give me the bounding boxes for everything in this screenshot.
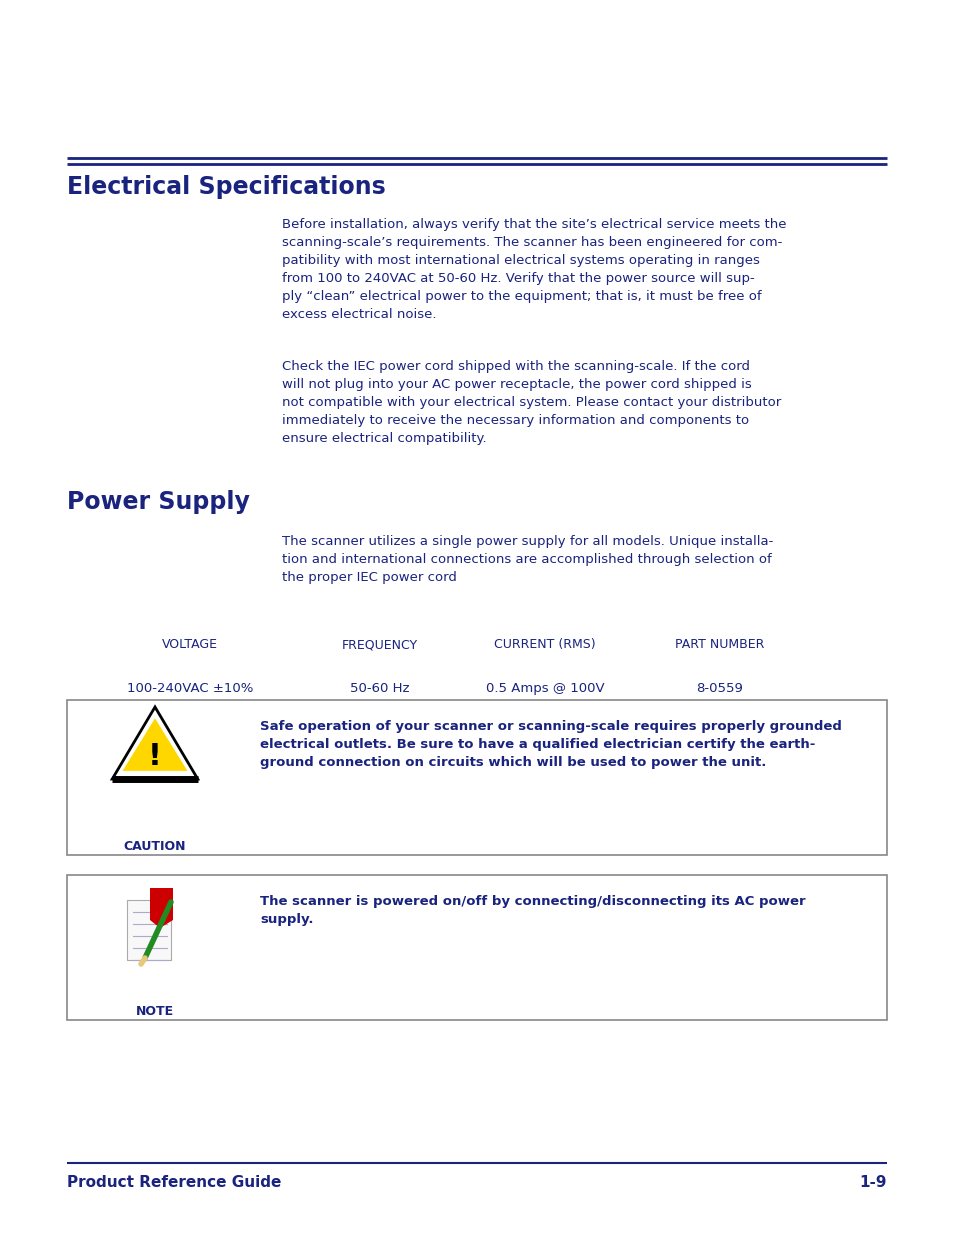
Text: Safe operation of your scanner or scanning-scale requires properly grounded
elec: Safe operation of your scanner or scanni… <box>260 720 841 769</box>
Text: PART NUMBER: PART NUMBER <box>675 638 764 651</box>
Text: VOLTAGE: VOLTAGE <box>162 638 218 651</box>
Text: Electrical Specifications: Electrical Specifications <box>67 175 385 199</box>
Bar <box>67 876 886 1020</box>
Polygon shape <box>150 888 172 927</box>
Text: The scanner is powered on/off by connecting/disconnecting its AC power
supply.: The scanner is powered on/off by connect… <box>260 895 804 926</box>
Polygon shape <box>112 706 197 779</box>
Text: NOTE: NOTE <box>135 1005 173 1018</box>
Text: 8-0559: 8-0559 <box>696 682 742 695</box>
Text: 100-240VAC ±10%: 100-240VAC ±10% <box>127 682 253 695</box>
Bar <box>67 700 886 855</box>
Text: FREQUENCY: FREQUENCY <box>341 638 417 651</box>
Text: Check the IEC power cord shipped with the scanning-scale. If the cord
will not p: Check the IEC power cord shipped with th… <box>282 359 781 445</box>
Text: The scanner utilizes a single power supply for all models. Unique installa-
tion: The scanner utilizes a single power supp… <box>282 535 773 584</box>
Text: Product Reference Guide: Product Reference Guide <box>67 1174 281 1191</box>
Text: !: ! <box>148 742 162 771</box>
Text: CAUTION: CAUTION <box>124 840 186 853</box>
Text: Before installation, always verify that the site’s electrical service meets the
: Before installation, always verify that … <box>282 219 785 321</box>
Text: Power Supply: Power Supply <box>67 490 250 514</box>
Text: 1-9: 1-9 <box>859 1174 886 1191</box>
Text: 50-60 Hz: 50-60 Hz <box>350 682 410 695</box>
Text: 0.5 Amps @ 100V: 0.5 Amps @ 100V <box>485 682 603 695</box>
Text: CURRENT (RMS): CURRENT (RMS) <box>494 638 596 651</box>
Polygon shape <box>123 719 187 771</box>
Bar <box>127 900 171 960</box>
